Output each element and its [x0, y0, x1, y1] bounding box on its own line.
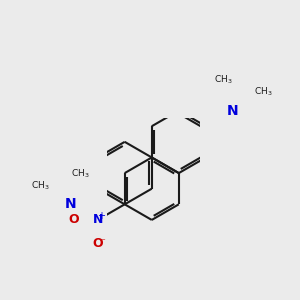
Text: CH$_3$: CH$_3$ — [71, 168, 90, 180]
Text: O: O — [92, 237, 103, 250]
Text: O: O — [68, 213, 79, 226]
Text: N: N — [227, 103, 239, 118]
Text: N: N — [92, 213, 103, 226]
Text: CH$_3$: CH$_3$ — [214, 74, 233, 86]
Text: +: + — [98, 211, 105, 221]
Text: CH$_3$: CH$_3$ — [31, 179, 50, 192]
Text: CH$_3$: CH$_3$ — [254, 86, 273, 98]
Text: ⁻: ⁻ — [99, 238, 105, 248]
Text: N: N — [65, 197, 76, 211]
